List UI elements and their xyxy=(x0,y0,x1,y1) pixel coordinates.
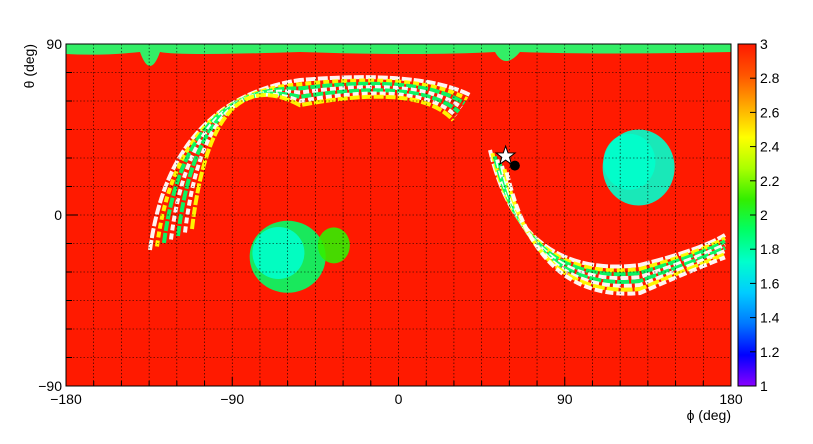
colorbar-tick-label: 1.6 xyxy=(760,275,780,291)
x-tick-label: 180 xyxy=(719,391,743,407)
colorbar-tick-label: 2.6 xyxy=(760,104,780,120)
colorbar-tick-label: 2.8 xyxy=(760,70,780,86)
x-axis: −180 −90 0 90 180 xyxy=(50,377,743,407)
y-tick-label: −90 xyxy=(38,378,62,394)
grid-lines xyxy=(66,44,731,386)
colorbar-tick-label: 2.2 xyxy=(760,173,780,189)
markers xyxy=(494,144,520,171)
heatmap-features xyxy=(66,44,731,296)
colorbar-ticks: 3 2.8 2.6 2.4 2.2 2 1.8 1.6 1.4 1.2 1 xyxy=(750,36,780,394)
heatmap-plot-area xyxy=(65,43,732,387)
heatmap-stripe-left xyxy=(162,81,466,244)
colorbar-tick-label: 1.2 xyxy=(760,344,780,360)
heatmap-blob xyxy=(317,227,350,264)
y-axis-label: θ (deg) xyxy=(21,44,37,88)
x-tick-label: 90 xyxy=(557,391,573,407)
heatmap-blob xyxy=(252,227,305,279)
heatmap-blob xyxy=(603,133,656,190)
colorbar-tick-label: 2 xyxy=(760,207,768,223)
x-tick-label: −180 xyxy=(50,391,82,407)
colorbar: 3 2.8 2.6 2.4 2.2 2 1.8 1.6 1.4 1.2 1 xyxy=(737,36,780,394)
y-tick-label: 0 xyxy=(54,207,62,223)
heatmap-stripe-left xyxy=(183,91,458,233)
heatmap-stripe-left xyxy=(148,75,471,251)
colorbar-tick-label: 3 xyxy=(760,36,768,52)
heatmap-top-band xyxy=(66,44,731,66)
x-tick-label: −90 xyxy=(220,391,244,407)
y-axis: 90 0 −90 xyxy=(38,36,78,394)
heatmap-stripe-left xyxy=(155,78,469,247)
colorbar-tick-label: 2.4 xyxy=(760,139,780,155)
heatmap-stripe-left xyxy=(190,93,455,230)
heatmap-stripe-left xyxy=(176,88,461,237)
colorbar-tick-label: 1.4 xyxy=(760,310,780,326)
marker-dot xyxy=(509,160,520,171)
colorbar-tick-label: 1 xyxy=(760,378,768,394)
y-tick-label: 90 xyxy=(46,36,62,52)
x-axis-label: ϕ (deg) xyxy=(687,407,731,423)
marker-star xyxy=(494,144,517,166)
x-tick-label: 0 xyxy=(395,391,403,407)
heatmap-stripe-left xyxy=(169,85,463,240)
colorbar-tick-label: 1.8 xyxy=(760,241,780,257)
